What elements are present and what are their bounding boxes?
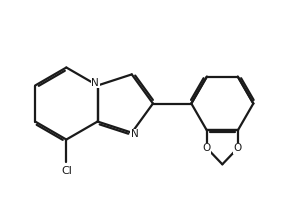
Text: N: N: [131, 129, 139, 139]
Text: O: O: [234, 143, 242, 153]
Text: N: N: [91, 77, 99, 88]
Text: Cl: Cl: [61, 166, 72, 176]
Text: O: O: [203, 143, 211, 153]
